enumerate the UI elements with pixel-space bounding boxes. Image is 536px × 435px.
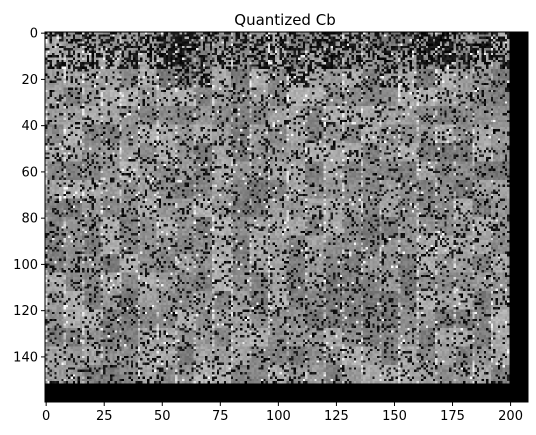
x-tick-label: 100 [266,409,291,424]
y-tick-label: 140 [13,350,38,365]
x-tick-label: 200 [498,409,523,424]
quantized-cb-heatmap-image [45,32,528,402]
x-tick-label: 150 [382,409,407,424]
x-axis: 0 25 50 75 100 125 150 175 200 [42,402,523,424]
y-axis: 0 20 40 60 80 100 120 140 [13,27,45,365]
y-tick-label: 120 [13,304,38,319]
chart-title: Quantized Cb [234,11,335,29]
x-tick-label: 25 [96,409,113,424]
x-tick-label: 75 [212,409,229,424]
y-tick-label: 80 [21,212,38,227]
y-tick-label: 20 [21,73,38,88]
x-tick-label: 125 [324,409,349,424]
x-tick-label: 0 [42,409,50,424]
y-tick-label: 40 [21,119,38,134]
y-tick-label: 100 [13,258,38,273]
y-tick-label: 0 [30,27,38,42]
x-tick-label: 175 [440,409,465,424]
axes-frame [44,31,529,403]
y-tick-label: 60 [21,165,38,180]
heatmap-plot-area [44,31,529,403]
x-tick-label: 50 [154,409,171,424]
